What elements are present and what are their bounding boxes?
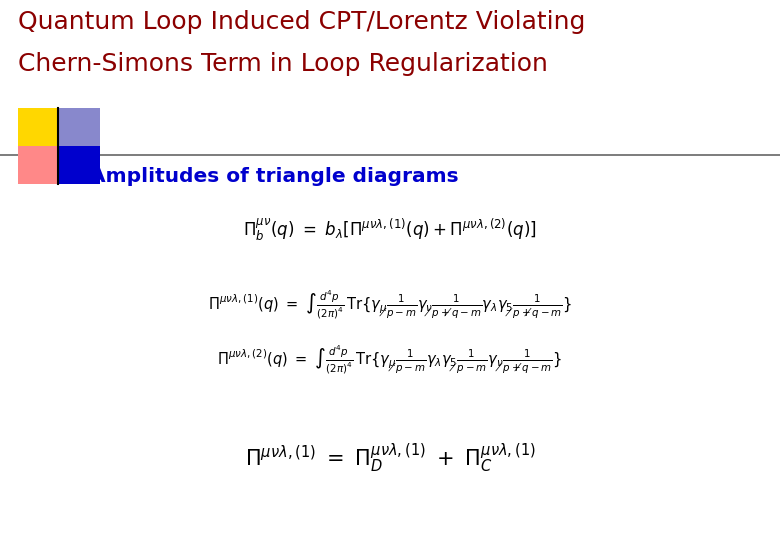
Bar xyxy=(58,170,72,184)
Bar xyxy=(18,146,60,184)
Bar xyxy=(58,146,100,184)
Bar xyxy=(58,108,100,146)
Text: $\Pi_b^{\mu\nu}(q) \ = \ b_\lambda[\Pi^{\mu\nu\lambda,(1)}(q) + \Pi^{\mu\nu\lamb: $\Pi_b^{\mu\nu}(q) \ = \ b_\lambda[\Pi^{… xyxy=(243,217,537,243)
Text: $\Pi^{\mu\nu\lambda,(2)}(q) \ = \ \int \frac{d^4p}{(2\pi)^4}\,\mathrm{Tr}\{\gamm: $\Pi^{\mu\nu\lambda,(2)}(q) \ = \ \int \… xyxy=(218,344,562,376)
Text: $\Pi^{\mu\nu\lambda,(1)} \ = \ \Pi_D^{\mu\nu\lambda,(1)} \ + \ \Pi_C^{\mu\nu\lam: $\Pi^{\mu\nu\lambda,(1)} \ = \ \Pi_D^{\m… xyxy=(245,441,535,475)
Text: Quantum Loop Induced CPT/Lorentz Violating: Quantum Loop Induced CPT/Lorentz Violati… xyxy=(18,10,585,34)
Text: Amplitudes of triangle diagrams: Amplitudes of triangle diagrams xyxy=(90,167,459,186)
Text: $\Pi^{\mu\nu\lambda,(1)}(q) \ = \ \int \frac{d^4p}{(2\pi)^4}\,\mathrm{Tr}\{\gamm: $\Pi^{\mu\nu\lambda,(1)}(q) \ = \ \int \… xyxy=(208,289,572,321)
Text: Chern-Simons Term in Loop Regularization: Chern-Simons Term in Loop Regularization xyxy=(18,52,548,76)
Bar xyxy=(18,108,60,146)
